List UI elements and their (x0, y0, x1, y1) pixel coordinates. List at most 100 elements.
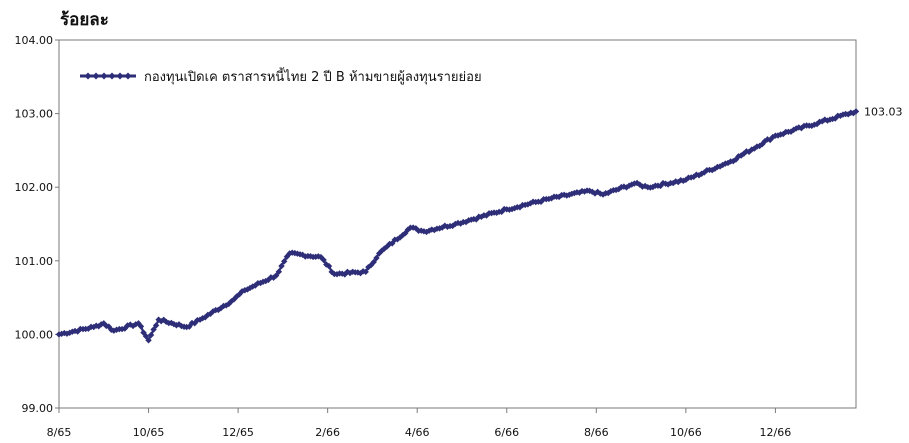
data-point-marker (155, 316, 162, 323)
data-point-marker (793, 125, 800, 132)
data-point-marker (662, 180, 669, 187)
data-point-marker (695, 172, 703, 179)
x-tick-label: 8/65 (47, 426, 72, 439)
x-tick-label: 2/66 (315, 426, 340, 439)
data-point-marker (370, 258, 377, 266)
x-tick-label: 4/66 (405, 426, 430, 439)
legend-swatch-marker (100, 72, 108, 80)
data-point-marker (798, 124, 805, 132)
y-axis-unit-label: ร้อยละ (60, 10, 109, 30)
data-point-marker (612, 186, 620, 194)
x-tick-label: 8/66 (584, 426, 609, 439)
data-point-marker (759, 141, 766, 148)
data-point-marker (173, 322, 180, 329)
data-point-marker (774, 132, 782, 139)
data-point-marker (571, 189, 578, 197)
data-point-marker (71, 327, 79, 335)
data-point-marker (281, 258, 288, 265)
y-tick-label: 100.00 (15, 328, 54, 341)
data-point-marker (150, 326, 157, 333)
data-point-marker (690, 173, 697, 181)
y-tick-label: 103.00 (15, 108, 54, 121)
data-point-marker (649, 183, 657, 191)
data-point-marker (764, 136, 771, 143)
data-point-marker (545, 195, 553, 203)
data-point-marker (110, 327, 118, 334)
y-tick-label: 104.00 (15, 34, 54, 47)
data-point-marker (708, 166, 716, 174)
data-point-marker (199, 315, 206, 322)
y-axis: 104.00 103.00 102.00 101.00 100.00 99.00 (15, 34, 59, 415)
data-point-marker (272, 272, 280, 279)
data-point-marker (722, 160, 729, 167)
data-point-marker (639, 183, 646, 190)
series-line (58, 110, 857, 342)
data-point-marker (412, 225, 420, 232)
data-point-marker (204, 311, 212, 319)
data-point-marker (657, 182, 664, 190)
data-point-marker (278, 262, 285, 270)
data-point-marker (780, 130, 787, 138)
x-tick-label: 10/65 (133, 426, 165, 439)
data-point-marker (524, 201, 532, 208)
legend-swatch-marker (116, 72, 124, 80)
data-point-marker (591, 190, 599, 197)
data-point-marker (740, 150, 747, 157)
data-point-marker (537, 198, 545, 206)
data-point-marker (209, 308, 217, 315)
data-point-marker (320, 256, 327, 264)
data-point-marker (576, 189, 583, 196)
data-point-marker (325, 262, 333, 270)
data-point-marker (215, 306, 222, 314)
data-point-marker (852, 108, 860, 115)
data-point-marker (625, 182, 633, 189)
y-tick-label: 99.00 (22, 402, 54, 415)
data-point-marker (623, 184, 630, 191)
x-axis: 8/65 10/65 12/65 2/66 4/66 6/66 8/66 10/66 12/66 (47, 408, 791, 439)
data-point-marker (108, 326, 115, 333)
data-point-marker (568, 190, 576, 197)
data-point-marker (191, 320, 198, 327)
data-point-marker (511, 204, 518, 212)
legend-swatch-marker (84, 72, 92, 80)
data-point-marker (373, 254, 380, 262)
data-point-marker (732, 156, 740, 163)
data-point-marker (664, 181, 672, 188)
x-tick-label: 12/65 (222, 426, 254, 439)
data-point-marker (152, 322, 160, 329)
legend-swatch-marker (124, 72, 132, 80)
data-point-marker (594, 188, 601, 196)
data-point-marker (641, 182, 649, 190)
data-point-marker (362, 268, 369, 276)
data-point-marker (246, 284, 254, 292)
data-point-marker (404, 226, 412, 233)
data-point-marker (631, 180, 638, 187)
data-point-marker (452, 220, 459, 228)
data-point-marker (753, 143, 761, 150)
data-point-marker (275, 268, 283, 275)
data-point-marker (137, 323, 145, 330)
series-layer: 103.03 (55, 105, 903, 344)
data-point-marker (769, 133, 776, 141)
data-point-marker (527, 200, 534, 207)
plot-area-frame (58, 39, 857, 409)
data-point-marker (561, 191, 568, 198)
data-point-marker (633, 179, 641, 187)
data-point-marker (719, 161, 726, 169)
legend-series-label: กองทุนเปิดเค ตราสารหนี้ไทย 2 ปี B ห้ามขา… (144, 67, 482, 85)
legend-swatch-marker (108, 72, 116, 80)
data-point-marker (795, 124, 803, 131)
data-point-marker (147, 331, 155, 339)
data-point-marker (737, 152, 745, 159)
data-point-marker (819, 118, 826, 125)
data-point-marker (436, 225, 443, 232)
data-point-marker (790, 126, 797, 134)
x-tick-label: 6/66 (494, 426, 519, 439)
legend: กองทุนเปิดเค ตราสารหนี้ไทย 2 ปี B ห้ามขา… (80, 67, 482, 85)
data-point-marker (178, 322, 185, 330)
y-tick-label: 102.00 (15, 181, 54, 194)
data-point-marker (675, 178, 682, 186)
data-point-marker (145, 337, 152, 344)
end-value-label: 103.03 (864, 105, 903, 118)
